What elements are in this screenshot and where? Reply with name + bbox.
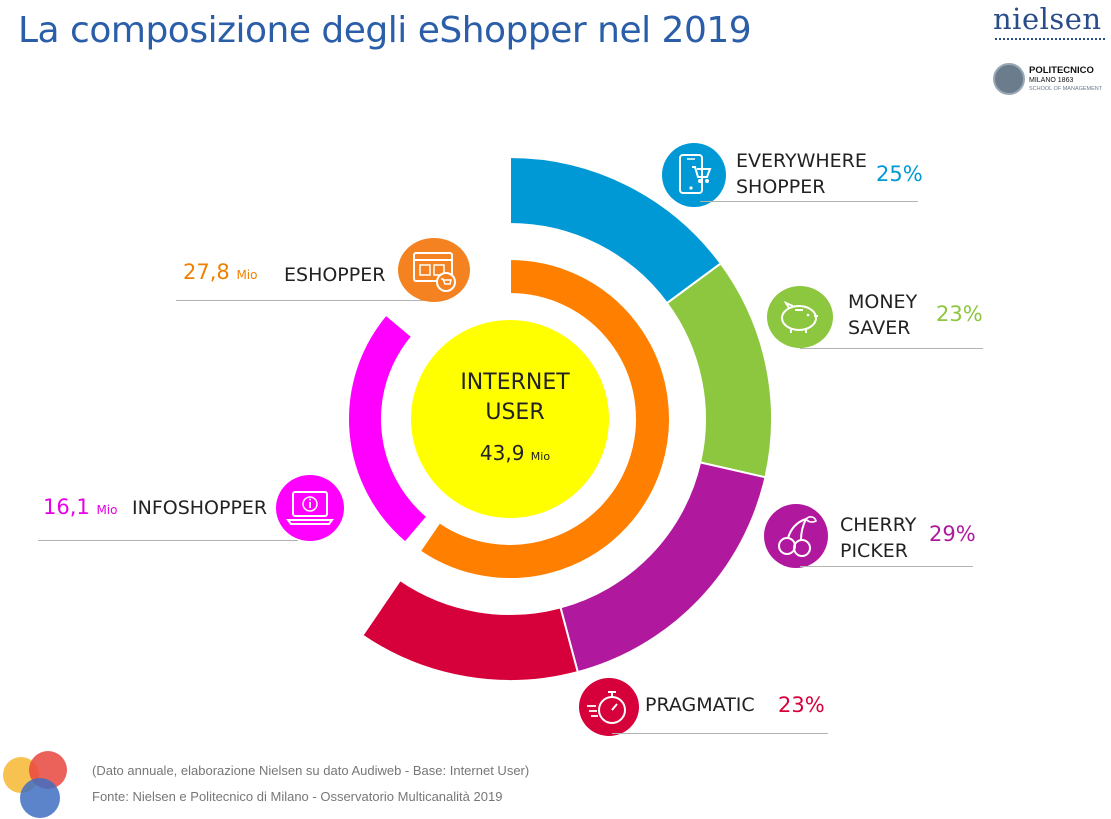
internet-user-center-circle xyxy=(411,320,609,518)
cherry-picker-label: CHERRY PICKER xyxy=(840,512,916,564)
money-saver-line1: MONEY xyxy=(848,291,918,313)
footnote-source: Fonte: Nielsen e Politecnico di Milano -… xyxy=(92,789,503,804)
everywhere-shopper-label: EVERYWHERE SHOPPER xyxy=(736,148,867,200)
pragmatic-badge xyxy=(579,678,639,736)
eshopper-rule xyxy=(176,300,438,301)
info-laptop-icon xyxy=(286,491,334,525)
politecnico-school: SCHOOL OF MANAGEMENT xyxy=(1029,86,1103,92)
shopping-screen-icon xyxy=(413,252,456,292)
pragmatic-arc xyxy=(360,578,580,682)
eshopper-value-group: 27,8 Mio xyxy=(183,260,257,284)
everywhere-shopper-rule xyxy=(700,201,918,202)
money-saver-line2: SAVER xyxy=(848,317,911,339)
politecnico-logo: POLITECNICO MILANO 1863 SCHOOL OF MANAGE… xyxy=(993,63,1108,99)
money-saver-badge xyxy=(767,286,833,348)
pragmatic-pct: 23% xyxy=(778,693,825,717)
nielsen-logo-dots xyxy=(995,38,1105,43)
infoshopper-unit: Mio xyxy=(96,503,118,517)
infoshopper-rule xyxy=(38,540,298,541)
cherry-picker-line1: CHERRY xyxy=(840,514,917,536)
cherry-icon xyxy=(778,516,817,557)
center-label-line1: INTERNET xyxy=(460,370,570,395)
politecnico-city: MILANO 1863 xyxy=(1029,77,1074,84)
eshopper-unit: Mio xyxy=(236,268,258,282)
infoshopper-ring-arc xyxy=(347,313,429,544)
infoshopper-value-group: 16,1 Mio xyxy=(43,495,117,519)
everywhere-shopper-badge xyxy=(662,143,726,207)
cherry-picker-rule xyxy=(800,566,973,567)
eshopper-ring-arc xyxy=(418,257,671,580)
center-label-line2: USER xyxy=(485,400,545,425)
money-saver-pct: 23% xyxy=(936,302,983,326)
everywhere-shopper-pct: 25% xyxy=(876,162,923,186)
smartphone-cart-icon xyxy=(679,154,712,194)
money-saver-rule xyxy=(800,348,983,349)
infoshopper-label: INFOSHOPPER xyxy=(132,497,268,519)
cherry-picker-arc xyxy=(559,461,767,674)
center-value: 43,9 xyxy=(479,441,525,465)
pragmatic-label: PRAGMATIC xyxy=(645,694,755,716)
page-title: La composizione degli eShopper nel 2019 xyxy=(18,10,752,51)
money-saver-arc xyxy=(665,262,773,479)
cherry-picker-pct: 29% xyxy=(929,522,976,546)
footnote-basis: (Dato annuale, elaborazione Nielsen su d… xyxy=(92,763,530,778)
eshopper-value: 27,8 xyxy=(183,260,230,284)
cherry-picker-line2: PICKER xyxy=(840,540,908,562)
everywhere-shopper-line1: EVERYWHERE xyxy=(736,150,867,172)
center-unit: Mio xyxy=(530,450,551,463)
pragmatic-rule xyxy=(612,733,828,734)
stopwatch-icon xyxy=(587,691,626,724)
money-saver-label: MONEY SAVER xyxy=(848,289,917,341)
eshopper-label: ESHOPPER xyxy=(284,264,386,286)
deco-blue-circle xyxy=(20,778,60,818)
politecnico-seal-icon xyxy=(993,63,1025,95)
everywhere-shopper-line2: SHOPPER xyxy=(736,176,826,198)
infoshopper-badge xyxy=(276,475,344,541)
cherry-picker-badge xyxy=(764,504,828,568)
nielsen-logo: nielsen xyxy=(993,2,1102,36)
eshopper-badge xyxy=(398,238,470,302)
politecnico-name: POLITECNICO xyxy=(1029,65,1094,76)
piggy-bank-icon xyxy=(781,300,818,333)
infoshopper-value: 16,1 xyxy=(43,495,90,519)
